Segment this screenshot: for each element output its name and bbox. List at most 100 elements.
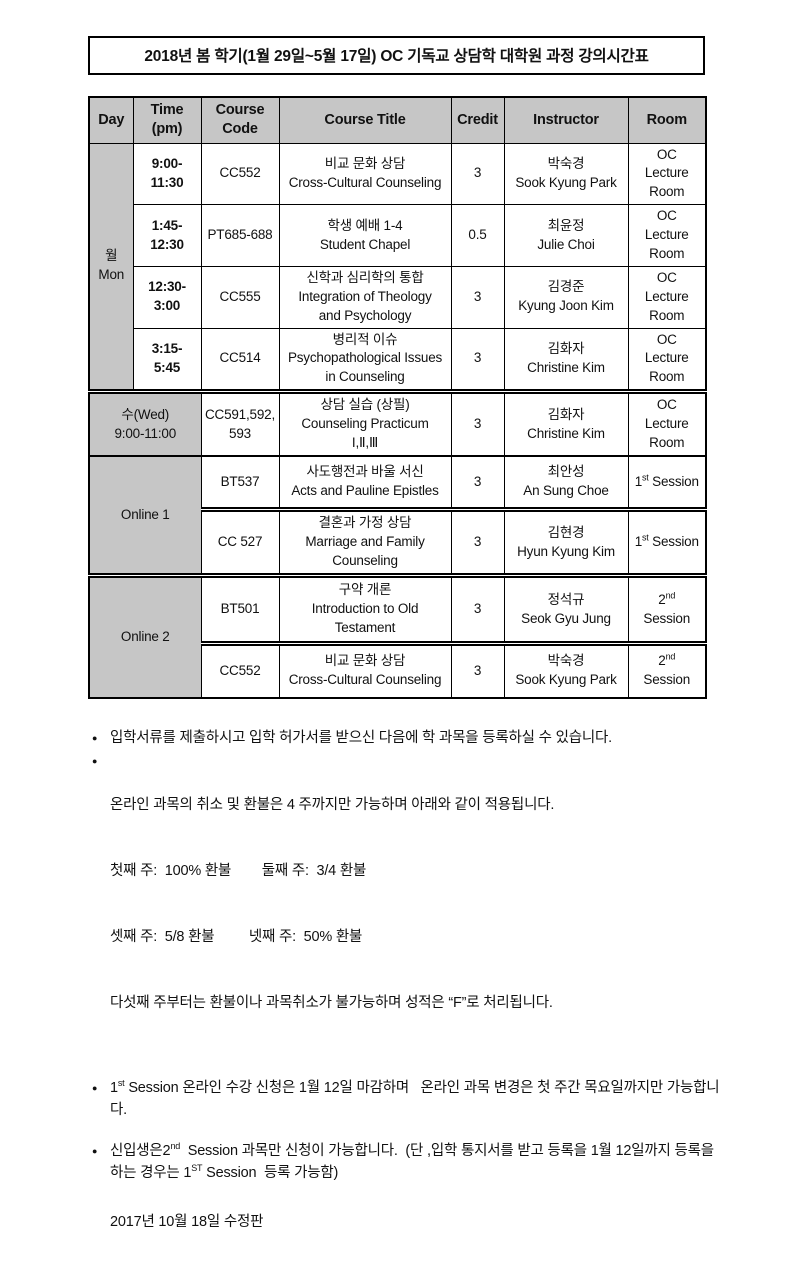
col-header-room: Room — [627, 96, 707, 144]
bullet-icon: ● — [92, 1083, 98, 1093]
table-row-online2-1: Online 2 BT501 구약 개론 Introduction to Old… — [88, 575, 707, 699]
instructor-cell: 박숙경 Sook Kyung Park — [503, 643, 629, 699]
refund-intro: 온라인 과목의 취소 및 환불은 4 주까지만 가능하며 아래와 같이 적용됩니… — [110, 796, 555, 813]
col-header-day: Day — [88, 96, 134, 144]
course-code-cell: CC552 — [200, 142, 280, 206]
course-title-cell: 구약 개론 Introduction to Old Testament — [278, 575, 452, 647]
room-cell: 2nd Session — [627, 643, 707, 699]
refund-week-5-plus: 다섯째 주부터는 환불이나 과목취소가 불가능하며 성적은 “F”로 처리됩니다… — [110, 994, 553, 1011]
credit-cell: 0.5 — [450, 204, 505, 267]
session1-ordinal-suffix: st — [117, 1078, 125, 1089]
note-session1-text: 1st Session 온라인 수강 신청은 1월 12일 마감하며 온라인 과… — [110, 1077, 724, 1121]
header-row: Day Time (pm) Course Code Course Title C… — [88, 96, 707, 144]
instructor-cell: 김경준 Kyung Joon Kim — [503, 265, 629, 329]
table-row-online2-2: CC552 비교 문화 상담 Cross-Cultural Counseling… — [89, 643, 707, 699]
session-number: 2 — [658, 653, 666, 669]
new-students-part3: Session 등록 가능함) — [202, 1165, 339, 1182]
session-label: Session — [648, 534, 699, 550]
course-code-cell: BT501 — [200, 575, 280, 647]
time-cell: 12:30- 3:00 — [132, 265, 202, 329]
col-header-credit: Credit — [450, 96, 505, 144]
note-new-students: ● 신입생은2nd Session 과목만 신청이 가능합니다. (단 ,입학 … — [88, 1140, 748, 1277]
credit-cell: 3 — [450, 391, 505, 457]
day-cell-wed: 수(Wed) 9:00-11:00 — [88, 391, 202, 457]
bullet-icon: ● — [92, 1146, 98, 1157]
new-students-part2: Session 과목만 신청이 가능합니다. (단 ,입학 통지서를 받고 등록… — [110, 1143, 718, 1182]
room-cell: 1st Session — [627, 509, 707, 579]
instructor-cell: 김화자 Christine Kim — [503, 327, 629, 395]
course-title-cell: 사도행전과 바울 서신 Acts and Pauline Epistles — [278, 455, 452, 513]
time-cell: 3:15- 5:45 — [132, 327, 202, 395]
table-row-mon-1: 월 Mon 9:00- 11:30 CC552 비교 문화 상담 Cross-C… — [88, 142, 707, 395]
instructor-cell: 최안성 An Sung Choe — [503, 455, 629, 513]
session-ordinal-suffix: nd — [665, 590, 676, 601]
room-cell: OC Lecture Room — [627, 142, 707, 206]
credit-cell: 3 — [450, 142, 505, 206]
note-refund-policy: ● 온라인 과목의 취소 및 환불은 4 주까지만 가능하며 아래와 같이 적용… — [88, 750, 748, 1058]
schedule-table: Day Time (pm) Course Code Course Title C… — [88, 96, 707, 699]
session-number: 2 — [658, 591, 666, 607]
session-label: Session — [643, 672, 691, 688]
day-cell-online2: Online 2 — [88, 575, 202, 699]
course-code-cell: BT537 — [200, 455, 280, 513]
room-cell: OC Lecture Room — [627, 204, 707, 267]
table-row-mon-3: 12:30- 3:00 CC555 신학과 심리학의 통합 Integratio… — [89, 265, 707, 329]
room-cell: 2nd Session — [627, 575, 707, 647]
session2-ordinal-suffix: nd — [170, 1141, 181, 1152]
room-cell: OC Lecture Room — [627, 265, 707, 329]
session-label: Session — [648, 473, 699, 489]
session-label: Session — [643, 610, 691, 626]
col-header-instructor: Instructor — [503, 96, 629, 144]
credit-cell: 3 — [450, 509, 505, 579]
page-title: 2018년 봄 학기(1월 29일~5월 17일) OC 기독교 상담학 대학원… — [88, 36, 705, 75]
instructor-cell: 김현경 Hyun Kyung Kim — [503, 509, 629, 579]
session1-number: 1 — [110, 1080, 118, 1096]
note-admission-text: 입학서류를 제출하시고 입학 허가서를 받으신 다음에 학 과목을 등록하실 수… — [110, 729, 613, 746]
bullet-icon: ● — [92, 732, 98, 743]
course-title-cell: 결혼과 가정 상담 Marriage and Family Counseling — [278, 509, 452, 579]
time-cell: 9:00- 11:30 — [132, 142, 202, 206]
session1-body: Session 온라인 수강 신청은 1월 12일 마감하며 온라인 과목 변경… — [110, 1080, 720, 1119]
table-row-mon-2: 1:45- 12:30 PT685-688 학생 예배 1-4 Student … — [89, 204, 707, 267]
credit-cell: 3 — [450, 643, 505, 699]
course-title-cell: 상담 실습 (상필) Counseling Practicum I,Ⅱ,Ⅲ — [278, 391, 452, 457]
course-title-cell: 신학과 심리학의 통합 Integration of Theology and … — [278, 265, 452, 329]
credit-cell: 3 — [450, 265, 505, 329]
revision-date: 2017년 10월 18일 수정판 — [110, 1214, 264, 1231]
session1-ordinal-suffix-caps: ST — [191, 1163, 203, 1174]
col-header-course-code: Course Code — [200, 96, 280, 144]
session-number: 1 — [634, 534, 643, 550]
room-cell: 1st Session — [627, 455, 707, 513]
course-title-cell: 비교 문화 상담 Cross-Cultural Counseling — [278, 142, 452, 206]
note-refund-text: 온라인 과목의 취소 및 환불은 4 주까지만 가능하며 아래와 같이 적용됩니… — [110, 750, 724, 1058]
course-code-cell: CC555 — [200, 265, 280, 329]
room-cell: OC Lecture Room — [627, 391, 707, 457]
table-row-online1-1: Online 1 BT537 사도행전과 바울 서신 Acts and Paul… — [88, 455, 707, 579]
credit-cell: 3 — [450, 455, 505, 513]
session-ordinal-suffix: st — [642, 532, 649, 543]
day-cell-online1: Online 1 — [88, 455, 202, 579]
time-cell: 1:45- 12:30 — [132, 204, 202, 267]
course-code-cell: CC514 — [200, 327, 280, 395]
col-header-time: Time (pm) — [132, 96, 202, 144]
bullet-icon: ● — [92, 755, 98, 766]
session-number: 1 — [634, 473, 643, 489]
col-header-course-title: Course Title — [278, 96, 452, 144]
refund-week-3-4: 셋째 주: 5/8 환불 넷째 주: 50% 환불 — [110, 928, 363, 945]
course-code-cell: CC 527 — [200, 509, 280, 579]
note-admission: ● 입학서류를 제출하시고 입학 허가서를 받으신 다음에 학 과목을 등록하실… — [88, 727, 748, 749]
course-title-cell: 비교 문화 상담 Cross-Cultural Counseling — [278, 643, 452, 699]
day-cell-mon: 월 Mon — [88, 142, 134, 395]
table-row-online1-2: CC 527 결혼과 가정 상담 Marriage and Family Cou… — [89, 509, 707, 579]
room-cell: OC Lecture Room — [627, 327, 707, 395]
instructor-cell: 정석규 Seok Gyu Jung — [503, 575, 629, 647]
instructor-cell: 박숙경 Sook Kyung Park — [503, 142, 629, 206]
course-code-cell: PT685-688 — [200, 204, 280, 267]
instructor-cell: 김화자 Christine Kim — [503, 391, 629, 457]
credit-cell: 3 — [450, 327, 505, 395]
session-ordinal-suffix: st — [642, 472, 649, 483]
instructor-cell: 최윤정 Julie Choi — [503, 204, 629, 267]
notes-section: ● 입학서류를 제출하시고 입학 허가서를 받으신 다음에 학 과목을 등록하실… — [88, 727, 748, 1277]
table-row-mon-4: 3:15- 5:45 CC514 병리적 이슈 Psychopathologic… — [89, 327, 707, 395]
